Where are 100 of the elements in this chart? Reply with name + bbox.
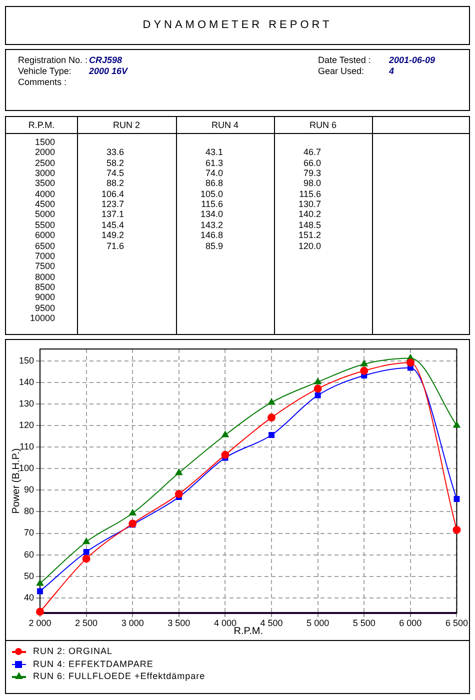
data-label: 134.0 [199, 209, 223, 220]
data-label: 66.0 [302, 158, 321, 168]
y-tick-label: 2000 [34, 147, 55, 158]
point [175, 468, 182, 476]
data-label: 58.2 [105, 158, 124, 168]
y-tick-label: 5500 [34, 220, 55, 230]
text: Comments : [18, 77, 67, 88]
point [268, 414, 276, 422]
point [360, 366, 368, 375]
x-tick-label: 6 500 [445, 618, 468, 628]
y-tick-label: 50 [24, 570, 34, 581]
y-tick-label: 8500 [34, 282, 55, 292]
data-label: 61.3 [204, 158, 223, 168]
point [452, 526, 461, 534]
data-label: 74.0 [204, 168, 223, 178]
data-label: 46.7 [302, 147, 321, 158]
point [37, 588, 43, 594]
data-label: 74.5 [105, 168, 124, 178]
data-label: 115.6 [200, 199, 223, 210]
data-label: 146.8 [199, 230, 223, 240]
data-label: 137.1 [100, 209, 124, 220]
x-tick-label: RUN 2 [112, 119, 141, 132]
data-label: 79.3 [302, 168, 321, 178]
point [174, 490, 183, 498]
data-label: 148.5 [297, 220, 321, 230]
x-axis-title: R.P.M. [234, 626, 264, 637]
x-tick-label: RUN 6 [308, 119, 338, 132]
y-tick-label: 9000 [34, 292, 55, 302]
y-tick-label: 110 [20, 442, 34, 452]
data-label: 149.2 [100, 230, 124, 240]
y-tick-label: 150 [18, 355, 34, 366]
y-tick-label: 4500 [34, 199, 55, 210]
chart-title: DYNAMOMETER REPORT [142, 19, 334, 31]
x-tick-label: 3 000 [121, 618, 144, 628]
y-tick-label: 10000 [28, 312, 55, 323]
point [36, 608, 44, 616]
point [314, 392, 321, 398]
y-tick-label: 100 [18, 463, 34, 474]
data-label: 98.0 [302, 178, 321, 188]
data-label: 140.2 [297, 209, 321, 220]
y-axis-title: R.P.M. [27, 119, 56, 132]
data-label: 86.8 [204, 178, 223, 188]
point [314, 384, 322, 393]
data-label: 33.6 [105, 147, 124, 158]
text: Gear Used: [318, 66, 364, 77]
y-tick-label: 9500 [34, 302, 55, 313]
y-tick-label: 60 [24, 549, 34, 560]
y-tick-label: 2500 [34, 158, 55, 168]
point [453, 422, 460, 428]
point [268, 398, 276, 405]
text: 2001-06-09 [389, 55, 436, 66]
legend-label: RUN 4: EFFEKTDAMPARE [33, 658, 154, 670]
data-label: 85.9 [204, 240, 223, 250]
legend-label: RUN 6: FULLFLOEDE +Effektdämpare [33, 671, 206, 682]
y-tick-label: 6500 [34, 240, 55, 250]
point [82, 554, 90, 563]
y-tick-label: 8000 [34, 272, 55, 282]
x-tick-label: 6 000 [399, 618, 422, 628]
x-tick-label: 5 000 [306, 618, 330, 628]
data-label: 130.7 [297, 199, 321, 210]
data-label: 88.2 [105, 178, 124, 188]
text: CRJ598 [89, 55, 122, 66]
data-label: 123.7 [100, 199, 124, 210]
x-tick-label: 4 500 [260, 618, 283, 628]
y-tick-label: 3000 [34, 168, 55, 178]
data-label: 143.2 [199, 220, 223, 230]
text: Date Tested : [318, 55, 371, 66]
x-tick-label: 5 500 [352, 618, 376, 628]
y-tick-label: 70 [24, 528, 34, 538]
text: Vehicle Type: [18, 66, 72, 77]
y-tick-label: 6000 [34, 230, 55, 240]
y-tick-label: 3500 [34, 178, 55, 188]
point [129, 509, 136, 516]
point [221, 450, 230, 459]
data-label: 106.4 [100, 188, 124, 199]
text: Registration No. : [18, 55, 88, 66]
x-tick-label: 4 000 [214, 618, 236, 628]
y-tick-label: 40 [24, 592, 34, 602]
y-tick-label: 120 [18, 420, 34, 430]
x-tick-label: 2 500 [75, 618, 98, 628]
y-tick-label: 7500 [34, 261, 55, 272]
y-tick-label: 130 [18, 398, 34, 408]
data-label: 71.6 [105, 240, 124, 250]
data-label: 115.6 [298, 188, 321, 199]
y-tick-label: 140 [18, 376, 34, 387]
x-tick-label: 2 000 [28, 618, 52, 628]
point [454, 496, 460, 502]
data-label: 151.2 [297, 230, 321, 240]
point [406, 358, 414, 367]
point [83, 549, 90, 555]
x-tick-label: RUN 4 [210, 119, 240, 132]
y-tick-label: 90 [24, 484, 34, 495]
data-label: 43.1 [204, 147, 223, 158]
y-tick-label: 1500 [34, 137, 55, 147]
x-tick-label: 3 500 [168, 618, 190, 628]
text: 4 [389, 66, 394, 77]
data-label: 145.4 [100, 220, 124, 230]
point [82, 538, 90, 544]
point [268, 432, 274, 438]
y-tick-label: 4000 [34, 188, 55, 199]
